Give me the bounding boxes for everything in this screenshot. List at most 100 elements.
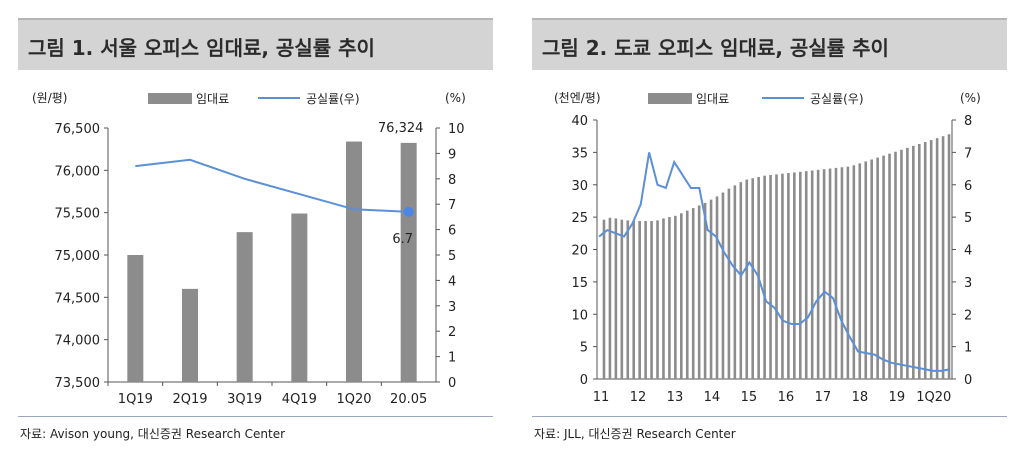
x-axis-tick-label: 15 [741,390,758,405]
right-axis-tick-label: 7 [964,146,972,161]
rent-bar [864,161,868,379]
x-axis-tick-label: 20.05 [390,392,427,407]
rent-bar [793,172,796,379]
left-axis-tick-label: 0 [580,373,588,388]
vacancy-line [135,158,409,213]
rent-bar [626,220,630,379]
rent-bar [291,213,308,382]
legend-line-label: 공실률(우) [810,92,864,106]
tokyo-rent-vacancy-chart: (천엔/평) (%)임대료 공실률(우)0510152025303540012345… [554,90,981,405]
x-axis-tick-label: 11 [593,390,610,405]
rent-bar [781,173,784,379]
rent-bar [733,185,737,379]
rent-bar [894,151,897,379]
left-axis-tick-label: 20 [571,244,588,259]
figure-title: 그림 1. 서울 오피스 임대료, 공실률 추이 [28,36,375,60]
rent-bar [715,196,719,379]
rent-bar [882,155,885,379]
x-axis-tick-label: 3Q19 [227,392,262,407]
legend-bar-label: 임대료 [696,92,729,106]
rent-bar [888,153,891,379]
x-axis-tick-label: 14 [704,390,721,405]
rent-bar [810,170,814,379]
right-axis-tick-label: 7 [448,198,456,213]
rent-bar [912,145,915,379]
rent-bar [870,159,873,379]
vacancy-line [598,152,951,372]
x-axis-tick-label: 16 [778,390,795,405]
left-axis-unit: (원/평) [32,91,68,105]
rent-bar [620,219,624,379]
right-axis-tick-label: 6 [448,224,456,239]
rent-bar [674,215,677,379]
right-axis-tick-label: 10 [448,122,465,137]
rent-bar [929,140,933,379]
rent-bar [935,138,939,379]
rent-bar [941,136,945,379]
left-axis-tick-label: 73,500 [55,376,101,391]
x-axis-tick-label: 4Q19 [282,392,317,407]
rent-bar [798,171,802,379]
right-axis-tick-label: 0 [448,376,456,391]
left-axis-tick-label: 74,500 [55,291,101,306]
rent-bar [852,165,856,379]
vacancy-last-marker [403,206,414,217]
rent-bar [680,213,683,379]
source-note: 자료: Avison young, 대신증권 Research Center [18,416,493,450]
rent-bar [822,169,826,379]
rent-bar [697,205,701,379]
right-axis-tick-label: 5 [448,249,456,264]
right-axis-unit: (%) [960,91,981,105]
right-axis-tick-label: 6 [964,179,972,194]
x-axis-tick-label: 13 [667,390,684,405]
figure-header: 그림 2. 도쿄 오피스 임대료, 공실률 추이 [532,18,1007,70]
rent-bar [834,167,838,379]
left-axis-tick-label: 30 [571,179,588,194]
x-axis-tick-label: 19 [889,390,906,405]
seoul-rent-vacancy-chart: (원/평) (%) 임대료 공실률(우) 73,500 74,000 74,500 75,00… [32,91,466,407]
right-axis-tick-label: 0 [964,373,972,388]
rent-bar [751,178,755,379]
x-axis-tick-label: 17 [815,390,832,405]
source-text: 자료: Avison young, 대신증권 Research Center [20,427,286,441]
rent-bar [721,192,725,379]
rent-bar [685,210,689,379]
right-axis-tick-label: 2 [448,325,456,340]
rent-bar [858,163,862,379]
left-axis-tick-label: 5 [580,341,588,356]
right-axis-tick-label: 1 [448,351,456,366]
rent-bar [816,169,820,379]
rent-bar [236,232,253,382]
rent-bar [727,188,731,379]
source-text: 자료: JLL, 대신증권 Research Center [534,427,736,441]
x-axis-tick-label: 1Q20 [336,392,371,407]
legend-bar-swatch [148,93,192,104]
rent-bar [182,288,198,382]
right-axis-tick-label: 1 [964,341,972,356]
x-axis-tick-label: 2Q19 [172,392,207,407]
rent-bar [804,171,808,379]
x-axis-tick-label: 1Q20 [916,390,951,405]
legend-bar-swatch [648,93,692,104]
right-axis-tick-label: 4 [448,274,456,289]
rent-bar [876,157,879,379]
left-axis-tick-label: 10 [571,308,588,323]
right-axis-tick-label: 3 [964,276,972,291]
rent-bar [656,220,659,379]
rent-bar [632,221,636,379]
right-axis-tick-label: 9 [448,147,456,162]
rent-bar [906,147,909,379]
vacancy-last-label: 6.7 [392,232,413,247]
rent-bar [763,175,766,379]
chart-panel-seoul: 그림 1. 서울 오피스 임대료, 공실률 추이 (원/평) (%) 임대료 공실률(… [18,18,493,450]
left-axis-tick-label: 15 [571,276,588,291]
figure-title: 그림 2. 도쿄 오피스 임대료, 공실률 추이 [542,36,889,60]
x-axis-tick-label: 12 [630,390,647,405]
rent-bar [346,141,362,382]
x-axis-tick-label: 1Q19 [118,392,153,407]
right-axis-tick-label: 3 [448,300,456,315]
rent-bar [668,217,671,379]
rent-bar [745,179,749,379]
rent-bar [917,143,921,379]
rent-bar [947,134,951,379]
